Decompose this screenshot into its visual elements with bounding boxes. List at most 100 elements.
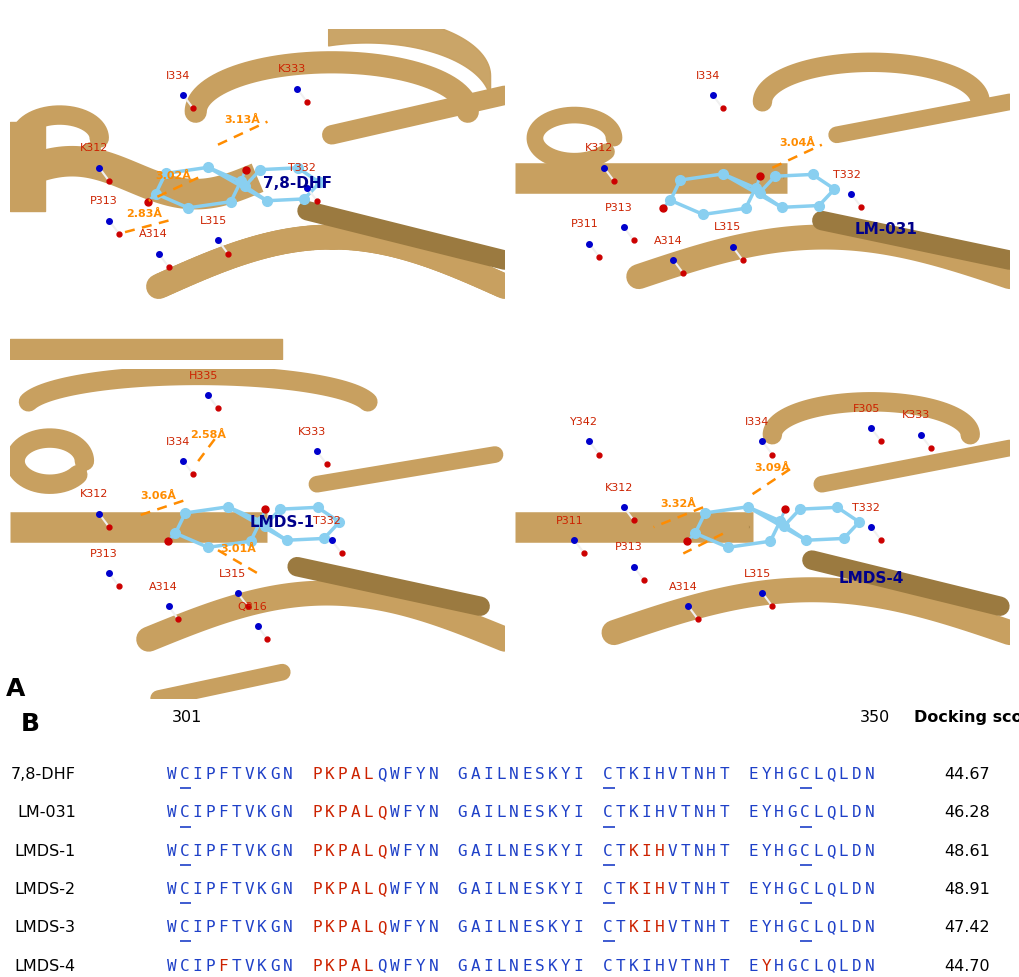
- Text: Docking score: Docking score: [913, 710, 1019, 725]
- Text: K: K: [325, 844, 334, 859]
- Text: I334: I334: [166, 437, 191, 446]
- Text: Q: Q: [825, 920, 835, 935]
- Text: P311: P311: [570, 219, 598, 230]
- Text: K: K: [325, 767, 334, 782]
- Text: K: K: [628, 844, 638, 859]
- Text: V: V: [666, 958, 677, 973]
- Text: H: H: [773, 767, 783, 782]
- Text: P: P: [205, 882, 215, 897]
- Text: T: T: [718, 882, 729, 897]
- Text: K333: K333: [901, 410, 929, 420]
- Text: S: S: [535, 767, 544, 782]
- Text: 3.02Å: 3.02Å: [155, 171, 192, 182]
- Text: T: T: [231, 767, 240, 782]
- Text: I: I: [193, 882, 202, 897]
- Text: W: W: [389, 882, 398, 897]
- Text: W: W: [389, 767, 398, 782]
- Text: N: N: [282, 958, 292, 973]
- Text: N: N: [282, 920, 292, 935]
- Text: G: G: [787, 958, 796, 973]
- Text: S: S: [535, 805, 544, 821]
- Text: I: I: [483, 958, 492, 973]
- Text: Y: Y: [415, 767, 425, 782]
- Text: 7,8-DHF: 7,8-DHF: [262, 176, 331, 191]
- Text: N: N: [428, 844, 437, 859]
- Text: W: W: [166, 882, 176, 897]
- Text: H: H: [773, 844, 783, 859]
- Text: H: H: [654, 844, 663, 859]
- Text: F: F: [218, 920, 228, 935]
- Text: T: T: [231, 844, 240, 859]
- Text: K333: K333: [278, 64, 306, 74]
- Text: LM-031: LM-031: [854, 222, 917, 236]
- Text: V: V: [666, 767, 677, 782]
- Text: C: C: [799, 958, 809, 973]
- Text: F: F: [218, 882, 228, 897]
- Text: W: W: [166, 767, 176, 782]
- Text: N: N: [864, 767, 873, 782]
- Text: N: N: [864, 844, 873, 859]
- Text: K: K: [628, 767, 638, 782]
- Text: Y342: Y342: [570, 417, 598, 427]
- Text: Q: Q: [376, 958, 386, 973]
- Text: L: L: [838, 844, 848, 859]
- Text: A: A: [470, 805, 480, 821]
- Text: N: N: [282, 844, 292, 859]
- Text: 47.42: 47.42: [944, 920, 988, 935]
- Text: P313: P313: [91, 549, 118, 559]
- Text: T: T: [615, 844, 625, 859]
- Text: I: I: [641, 882, 651, 897]
- Text: K333: K333: [298, 427, 326, 437]
- Text: I334: I334: [166, 70, 191, 81]
- Text: Y: Y: [760, 958, 770, 973]
- Text: D: D: [851, 805, 861, 821]
- Text: G: G: [458, 767, 467, 782]
- Text: N: N: [508, 920, 519, 935]
- Text: P: P: [337, 844, 347, 859]
- Text: LMDS-2: LMDS-2: [14, 882, 75, 897]
- Text: V: V: [244, 767, 254, 782]
- Text: G: G: [787, 805, 796, 821]
- Text: E: E: [748, 767, 757, 782]
- Text: N: N: [693, 844, 702, 859]
- Text: E: E: [748, 882, 757, 897]
- Text: L: L: [812, 958, 821, 973]
- Text: 7,8-DHF: 7,8-DHF: [11, 767, 75, 782]
- Text: K312: K312: [604, 483, 633, 492]
- Text: C: C: [179, 958, 190, 973]
- Text: A: A: [351, 920, 360, 935]
- Text: F: F: [218, 844, 228, 859]
- Text: D: D: [851, 958, 861, 973]
- Text: Y: Y: [560, 958, 570, 973]
- Text: 3.04Å: 3.04Å: [779, 139, 814, 149]
- Text: D: D: [851, 767, 861, 782]
- Text: K: K: [628, 958, 638, 973]
- Text: A: A: [470, 844, 480, 859]
- Text: I: I: [574, 882, 583, 897]
- Text: E: E: [522, 958, 531, 973]
- Text: T: T: [615, 958, 625, 973]
- Text: V: V: [244, 805, 254, 821]
- Text: N: N: [864, 958, 873, 973]
- Text: T332: T332: [313, 516, 340, 526]
- Text: LMDS-1: LMDS-1: [14, 844, 75, 859]
- Text: K312: K312: [81, 489, 108, 499]
- Text: D: D: [851, 920, 861, 935]
- Text: I334: I334: [745, 417, 769, 427]
- Text: L: L: [496, 844, 505, 859]
- Text: I: I: [483, 844, 492, 859]
- Text: L: L: [812, 920, 821, 935]
- Text: D: D: [851, 882, 861, 897]
- Text: P: P: [337, 882, 347, 897]
- Text: T: T: [680, 844, 690, 859]
- Text: F: F: [403, 844, 412, 859]
- Text: Y: Y: [760, 844, 770, 859]
- Text: C: C: [602, 844, 612, 859]
- Text: N: N: [508, 958, 519, 973]
- Text: 46.28: 46.28: [944, 805, 989, 821]
- Text: N: N: [864, 805, 873, 821]
- Text: H: H: [706, 920, 715, 935]
- Text: H: H: [706, 844, 715, 859]
- Text: N: N: [282, 805, 292, 821]
- Text: N: N: [282, 882, 292, 897]
